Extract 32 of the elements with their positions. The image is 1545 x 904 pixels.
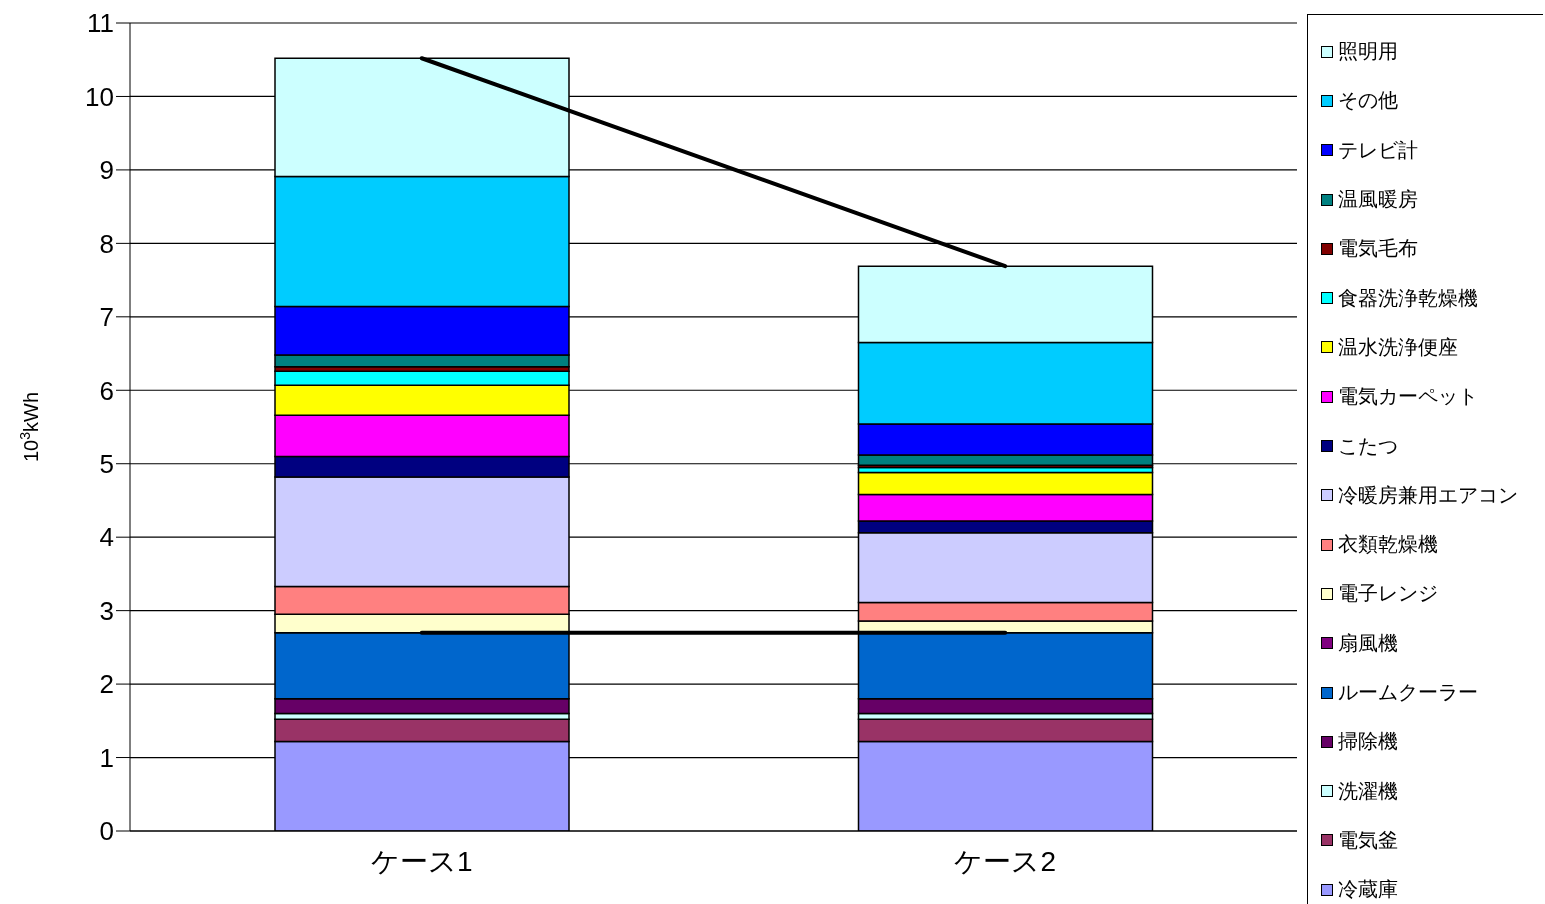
x-tick-label: ケース1	[370, 845, 473, 877]
legend-label: こたつ	[1338, 433, 1398, 459]
legend-label: テレビ計	[1338, 137, 1418, 163]
y-tick-label: 0	[99, 816, 114, 847]
y-tick-label: 10	[85, 81, 114, 112]
y-tick-label: 6	[99, 375, 114, 406]
legend-label: 照明用	[1338, 39, 1398, 65]
y-tick-label: 2	[99, 669, 114, 700]
legend-label: 電子レンジ	[1338, 581, 1438, 607]
legend-label: 冷暖房兼用エアコン	[1338, 482, 1518, 508]
y-tick-label: 11	[87, 8, 114, 39]
legend-label: 掃除機	[1338, 729, 1398, 755]
y-tick-label: 8	[99, 228, 114, 259]
legend-label: 食器洗浄乾燥機	[1338, 285, 1478, 311]
legend-label: ルームクーラー	[1338, 680, 1478, 705]
y-tick-label: 9	[99, 155, 114, 186]
legend-label: 冷蔵庫	[1338, 877, 1398, 903]
legend-label: 温風暖房	[1338, 187, 1418, 213]
legend-label: 温水洗浄便座	[1338, 334, 1458, 360]
legend-label: 衣類乾燥機	[1338, 532, 1438, 558]
legend-label: 電気カーペット	[1338, 384, 1478, 410]
y-tick-label: 1	[99, 742, 114, 773]
legend-label: 洗濯機	[1338, 778, 1398, 804]
x-tick-label: ケース2	[954, 845, 1057, 877]
y-tick-label: 7	[99, 302, 114, 333]
legend-label: 扇風機	[1338, 630, 1398, 656]
y-tick-label: 5	[99, 448, 114, 479]
y-tick-label: 4	[99, 522, 114, 553]
legend-label: 電気釜	[1338, 827, 1398, 853]
legend-label: その他	[1338, 88, 1398, 114]
y-tick-label: 3	[99, 595, 114, 626]
legend-label: 電気毛布	[1338, 236, 1418, 262]
